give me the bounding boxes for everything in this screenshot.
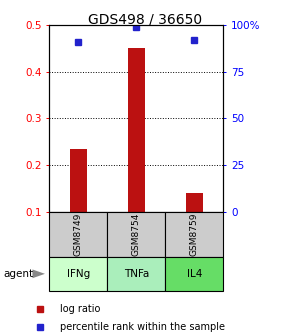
Bar [70, 149, 87, 212]
Bar [128, 48, 145, 212]
Text: GSM8749: GSM8749 [74, 213, 83, 256]
Bar [186, 193, 203, 212]
Text: log ratio: log ratio [60, 304, 100, 314]
Bar [165, 212, 223, 257]
Text: agent: agent [3, 269, 33, 279]
Text: IL4: IL4 [186, 269, 202, 279]
Bar [49, 212, 107, 257]
Text: GDS498 / 36650: GDS498 / 36650 [88, 12, 202, 27]
Bar [107, 212, 165, 257]
Text: IFNg: IFNg [67, 269, 90, 279]
Bar [49, 257, 107, 291]
Text: percentile rank within the sample: percentile rank within the sample [60, 322, 225, 332]
Text: TNFa: TNFa [124, 269, 149, 279]
Bar [107, 257, 165, 291]
Polygon shape [32, 269, 45, 278]
Bar [165, 257, 223, 291]
Text: GSM8759: GSM8759 [190, 213, 199, 256]
Text: GSM8754: GSM8754 [132, 213, 141, 256]
